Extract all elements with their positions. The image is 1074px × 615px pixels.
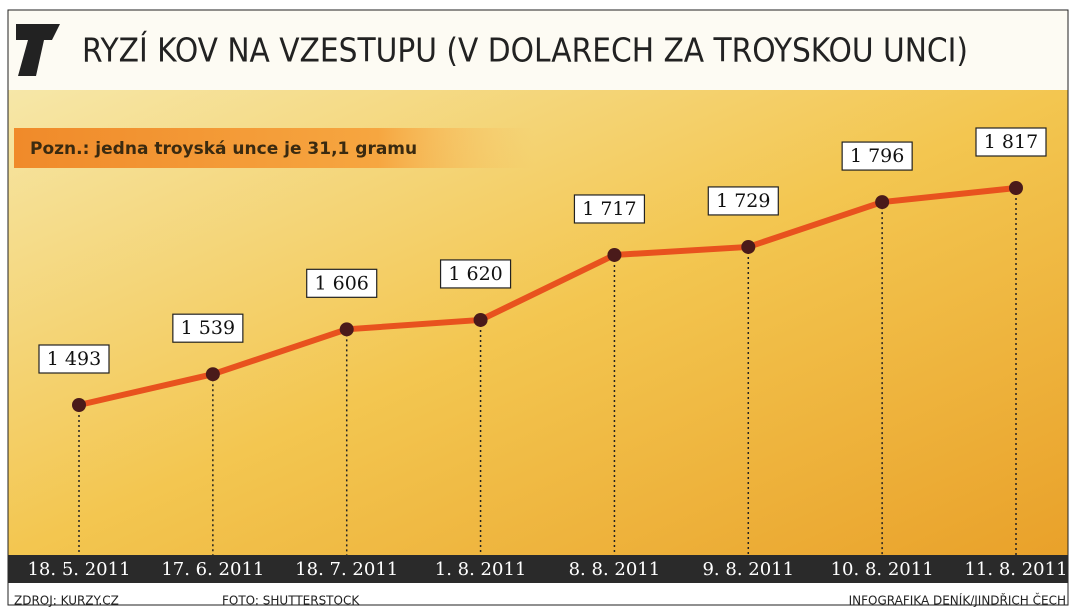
date-bar xyxy=(8,555,1068,583)
note: Pozn.: jedna troyská unce je 31,1 gramu xyxy=(30,139,417,159)
value-label: 1 606 xyxy=(315,272,369,294)
x-tick-label: 10. 8. 2011 xyxy=(831,559,934,580)
x-tick-label: 18. 7. 2011 xyxy=(295,559,398,580)
x-tick-label: 11. 8. 2011 xyxy=(964,559,1067,580)
value-label: 1 817 xyxy=(984,131,1038,153)
value-box xyxy=(306,268,378,298)
point xyxy=(205,367,220,382)
x-tick-label: 1. 8. 2011 xyxy=(435,559,527,580)
value-box xyxy=(707,186,779,216)
x-tick-label: 17. 6. 2011 xyxy=(161,559,264,580)
point xyxy=(72,398,86,412)
point xyxy=(339,322,354,337)
x-tick-label: 9. 8. 2011 xyxy=(702,559,794,580)
point xyxy=(875,195,890,210)
value-box xyxy=(38,344,110,374)
photo-credit: FOTO: SHUTTERSTOCK xyxy=(222,594,360,608)
value-box xyxy=(975,127,1047,157)
value-box xyxy=(439,259,512,289)
credit: INFOGRAFIKA DENÍK/JINDŘICH ČECH xyxy=(849,593,1066,608)
point xyxy=(1009,181,1023,195)
chart-title: RYZÍ KOV NA VZESTUPU (V DOLARECH ZA TROY… xyxy=(82,30,968,70)
price-line xyxy=(78,185,1017,408)
frame xyxy=(7,9,1069,606)
point xyxy=(473,312,488,327)
x-tick-label: 8. 8. 2011 xyxy=(569,559,661,580)
value-box xyxy=(573,194,646,224)
value-label: 1 620 xyxy=(448,263,502,285)
value-label: 1 717 xyxy=(582,198,636,220)
title-area xyxy=(8,10,1068,90)
value-box xyxy=(172,313,244,343)
point xyxy=(607,247,622,262)
value-label: 1 493 xyxy=(47,348,101,370)
source: ZDROJ: KURZY.CZ xyxy=(14,594,119,608)
x-tick-label: 18. 5. 2011 xyxy=(27,559,130,580)
value-label: 1 796 xyxy=(850,145,904,167)
note-banner xyxy=(14,128,534,168)
value-label: 1 539 xyxy=(181,317,235,339)
logo xyxy=(16,24,60,76)
value-label: 1 729 xyxy=(716,190,770,212)
value-box xyxy=(841,141,913,171)
point xyxy=(741,239,756,254)
